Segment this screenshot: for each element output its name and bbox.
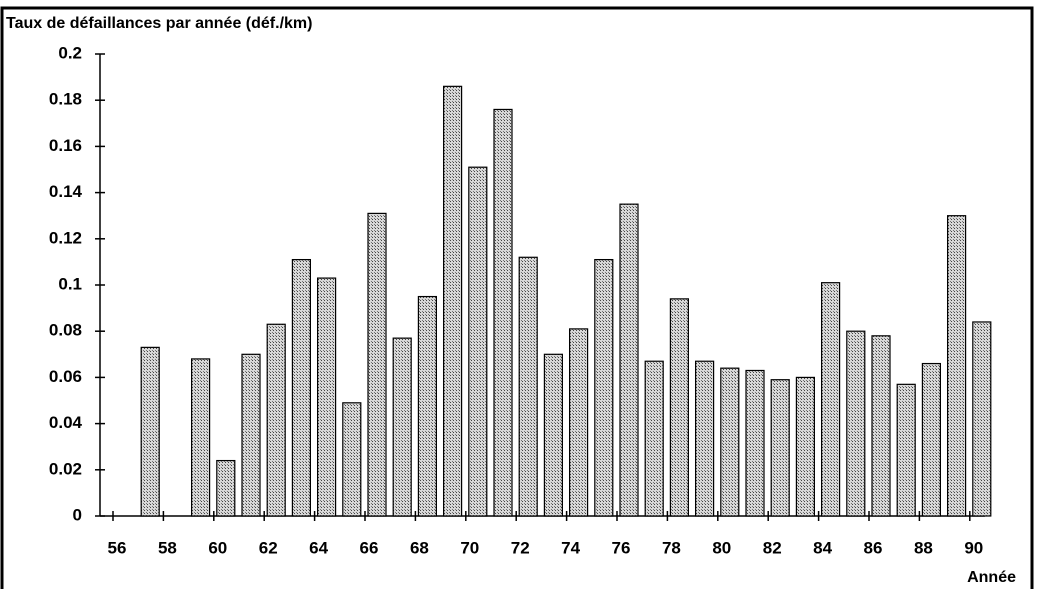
x-tick-label: 68 [410,538,429,557]
y-tick-label: 0.04 [49,413,83,432]
bar [694,360,715,517]
x-axis-label: Année [967,569,1016,586]
bar [619,203,639,517]
y-tick-label: 0.02 [49,459,82,478]
x-tick-label: 64 [309,538,328,557]
x-tick-label: 62 [259,538,278,557]
bar [921,362,942,517]
bar [669,298,690,517]
bar [216,459,236,517]
x-tick-label: 78 [662,538,681,557]
y-tick-label: 0.18 [49,90,82,109]
y-tick-label: 0.16 [49,136,82,155]
x-tick-label: 70 [460,538,479,557]
y-tick-label: 0 [73,505,82,524]
x-tick-label: 86 [864,538,883,557]
bar [594,258,614,517]
bar [568,328,589,517]
y-tick-label: 0.08 [49,321,82,340]
bar [417,295,437,517]
frame [0,6,1034,589]
bar [291,258,311,517]
y-tick-label: 0.06 [49,367,82,386]
bar [745,369,765,517]
x-tick-label: 80 [712,538,731,557]
y-tick-label: 0.1 [58,274,82,293]
bar [896,383,916,517]
bar [317,277,337,517]
y-tick-label: 0.12 [49,228,82,247]
bar [241,353,261,517]
bar [392,337,412,517]
bar [795,376,816,517]
bar [770,379,790,517]
y-tick-label: 0.14 [49,182,83,201]
bar [720,367,740,517]
x-tick-label: 88 [914,538,933,557]
x-tick-label: 82 [763,538,782,557]
x-tick-label: 72 [511,538,530,557]
bar [972,321,992,517]
bar [543,353,564,517]
y-tick-label: 0.2 [58,43,82,62]
bar [191,358,211,517]
bar [871,335,891,517]
x-tick-label: 60 [208,538,227,557]
bar [518,256,538,517]
x-tick-label: 66 [360,538,379,557]
bar [946,215,967,517]
x-tick-label: 76 [612,538,631,557]
bar [820,282,841,517]
x-tick-label: 90 [964,538,983,557]
x-tick-label: 84 [813,538,832,557]
bar [367,212,387,517]
bar [342,402,362,517]
x-tick-label: 58 [158,538,177,557]
bar [468,166,488,517]
bar [493,108,513,517]
bar [644,360,664,517]
bar [140,346,160,517]
x-tick-label: 56 [108,538,127,557]
chart-title: Taux de défaillances par année (déf./km) [6,15,312,32]
bar [266,323,286,517]
bar [846,330,866,517]
bar [443,85,463,517]
x-tick-label: 74 [561,538,580,557]
